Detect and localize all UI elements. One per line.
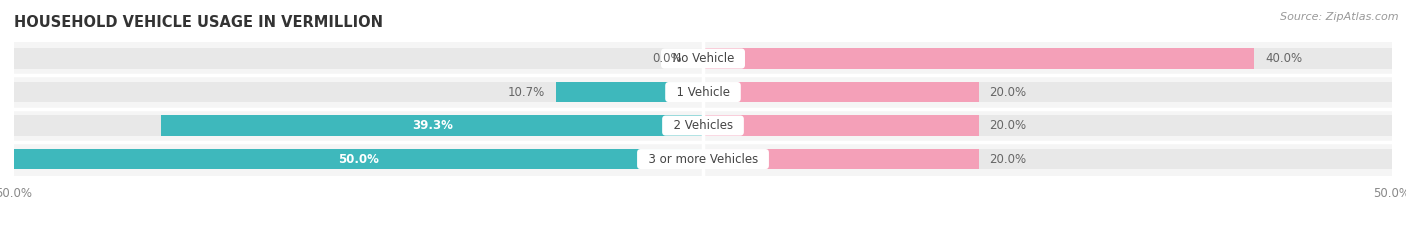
Text: 20.0%: 20.0% — [990, 153, 1026, 166]
Bar — [703, 82, 979, 102]
Bar — [14, 75, 1392, 109]
Bar — [703, 82, 1392, 102]
Text: 20.0%: 20.0% — [990, 119, 1026, 132]
Bar — [14, 142, 1392, 176]
Bar — [703, 115, 1392, 136]
Text: 39.3%: 39.3% — [412, 119, 453, 132]
Bar — [14, 109, 1392, 142]
Bar — [14, 82, 703, 102]
Bar — [14, 42, 1392, 75]
Text: 40.0%: 40.0% — [1265, 52, 1302, 65]
Bar — [14, 115, 703, 136]
Legend: Owner-occupied, Renter-occupied: Owner-occupied, Renter-occupied — [575, 231, 831, 234]
Bar — [703, 48, 1392, 69]
Bar — [703, 149, 1392, 169]
Bar — [14, 48, 703, 69]
Bar — [703, 48, 1254, 69]
Text: 0.0%: 0.0% — [652, 52, 682, 65]
Text: 20.0%: 20.0% — [990, 86, 1026, 99]
Text: 10.7%: 10.7% — [508, 86, 544, 99]
Bar — [14, 149, 703, 169]
Text: 3 or more Vehicles: 3 or more Vehicles — [641, 153, 765, 166]
Text: HOUSEHOLD VEHICLE USAGE IN VERMILLION: HOUSEHOLD VEHICLE USAGE IN VERMILLION — [14, 15, 382, 30]
Bar — [703, 149, 979, 169]
Text: 2 Vehicles: 2 Vehicles — [665, 119, 741, 132]
Bar — [162, 115, 703, 136]
Bar — [14, 149, 703, 169]
Bar — [555, 82, 703, 102]
Text: Source: ZipAtlas.com: Source: ZipAtlas.com — [1281, 12, 1399, 22]
Text: 1 Vehicle: 1 Vehicle — [669, 86, 737, 99]
Bar — [703, 115, 979, 136]
Text: No Vehicle: No Vehicle — [665, 52, 741, 65]
Text: 50.0%: 50.0% — [337, 153, 380, 166]
